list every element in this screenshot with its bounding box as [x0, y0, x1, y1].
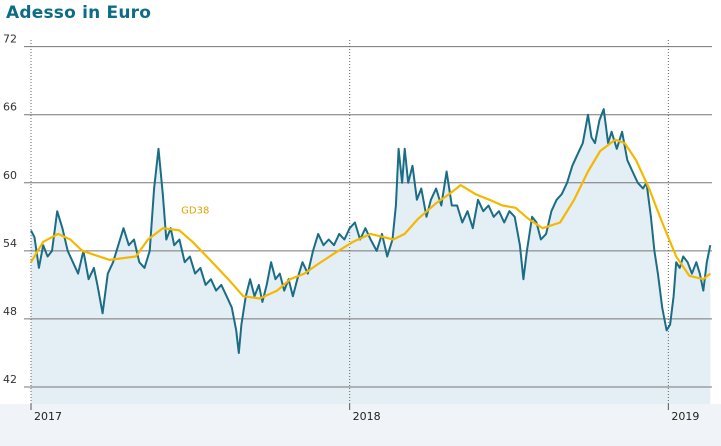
- price-line: [30, 108, 712, 354]
- gd38-label: GD38: [181, 205, 209, 216]
- x-tick-label: 2018: [353, 410, 381, 423]
- chart-title: Adesso in Euro: [6, 3, 152, 23]
- x-tick-label: 2017: [34, 410, 62, 423]
- y-tick-label: 72: [3, 33, 17, 46]
- gd38-line: [30, 138, 711, 300]
- y-tick-label: 54: [3, 237, 17, 250]
- x-tick-label: 2019: [671, 410, 699, 423]
- price-area: [31, 109, 711, 404]
- y-tick-label: 66: [3, 101, 17, 114]
- y-tick-label: 48: [3, 305, 17, 318]
- y-tick-label: 42: [3, 373, 17, 386]
- x-axis-band: [0, 404, 721, 446]
- y-tick-label: 60: [3, 169, 17, 182]
